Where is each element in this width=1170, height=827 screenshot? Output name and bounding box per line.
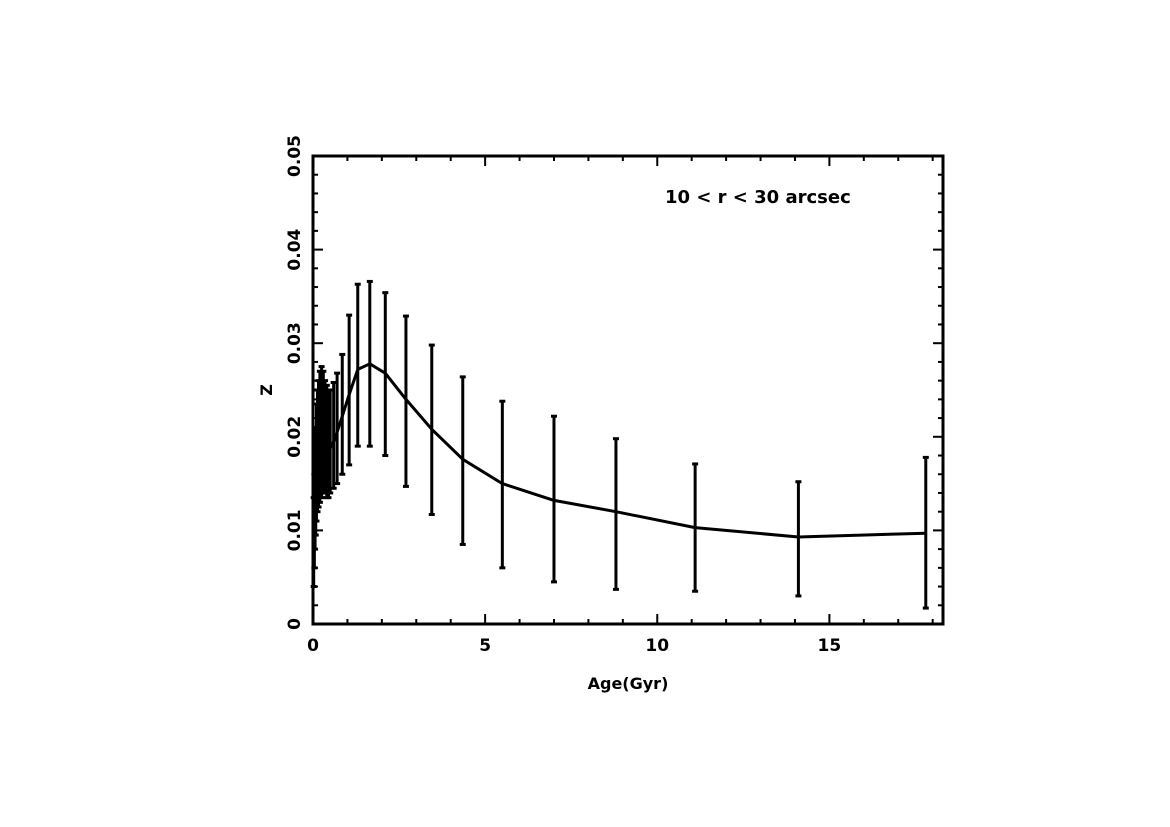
y-tick-label: 0 xyxy=(285,618,305,630)
y-tick-label: 0.02 xyxy=(285,416,305,458)
plot-frame xyxy=(311,154,945,626)
errorbars-layer xyxy=(310,279,929,610)
y-tick-label: 0.05 xyxy=(285,135,305,177)
y-tick-label: 0.04 xyxy=(285,228,305,270)
series-line xyxy=(312,362,926,545)
ticks-layer xyxy=(312,155,943,625)
x-tick-label: 10 xyxy=(645,636,669,656)
y-tick-label: 0.01 xyxy=(285,509,305,551)
labels-layer: 0 5 10 15 0 0.01 0.02 0.03 0.04 0.05 xyxy=(285,135,841,656)
x-tick-label: 15 xyxy=(818,636,842,656)
x-tick-label: 0 xyxy=(307,636,319,656)
x-axis-label: Age(Gyr) xyxy=(588,674,669,693)
annotation: 10 < r < 30 arcsec xyxy=(665,187,851,208)
x-tick-label: 5 xyxy=(479,636,491,656)
y-axis-label: Z xyxy=(257,384,276,396)
y-tick-label: 0.03 xyxy=(285,322,305,364)
